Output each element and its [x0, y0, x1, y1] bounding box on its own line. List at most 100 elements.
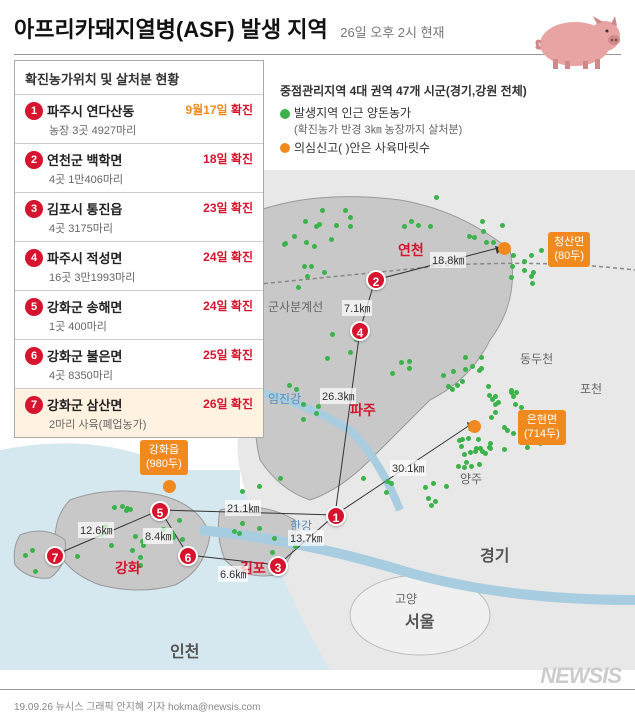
farm-dot: [416, 223, 421, 228]
row-date: 26일 확진: [203, 395, 253, 412]
label-seoul: 서울: [405, 608, 434, 632]
callout-eunhyeon: 은현면 (714두): [518, 410, 566, 445]
farm-dot: [309, 264, 314, 269]
farm-dot: [180, 537, 185, 542]
row-location: 파주시 연다산동: [47, 104, 134, 119]
row-number-badge: 3: [25, 200, 43, 218]
footer-credit: 19.09.26 뉴시스 그래픽 안지혜 기자 hokma@newsis.com: [0, 695, 635, 717]
row-location: 강화군 삼산면: [47, 398, 122, 413]
farm-dot: [474, 446, 479, 451]
row-location: 김포시 통진읍: [47, 202, 122, 217]
legend-green-label: 발생지역 인근 양돈농가: [294, 106, 411, 120]
farm-dot: [493, 410, 498, 415]
row-detail: 2마리 사육(폐업농가): [49, 416, 253, 432]
orange-dot-eunhyeon: [468, 420, 481, 433]
legend-orange-row: 의심신고( )안은 사육마릿수: [280, 139, 527, 157]
pig-illustration: [515, 4, 625, 74]
farm-dot: [529, 253, 534, 258]
panel-row: 2연천군 백학면18일 확진4곳 1만406마리: [15, 143, 263, 192]
farm-dot: [384, 490, 389, 495]
panel-row: 6강화군 불은면25일 확진4곳 8350마리: [15, 339, 263, 388]
farm-dot: [133, 534, 138, 539]
farm-dot: [348, 350, 353, 355]
map-marker-1: 1: [326, 506, 346, 526]
subtitle: 26일 오후 2시 현재: [340, 25, 444, 40]
farm-dot: [457, 438, 462, 443]
farm-dot: [476, 437, 481, 442]
label-incheon: 인천: [170, 638, 199, 662]
row-detail: 농장 3곳 4927마리: [49, 122, 253, 138]
label-pochon: 포천: [580, 380, 602, 397]
legend-orange-label: 의심신고( )안은 사육마릿수: [294, 141, 430, 155]
km-8: 8.4㎞: [143, 528, 173, 544]
farm-dot: [479, 366, 484, 371]
row-location: 강화군 송해면: [47, 300, 122, 315]
farm-dot: [431, 481, 436, 486]
farm-dot: [30, 548, 35, 553]
farm-dot: [489, 415, 494, 420]
farm-dot: [522, 259, 527, 264]
callout-cheongsan: 청산면 (80두): [548, 232, 590, 267]
label-ganghwa: 강화: [115, 558, 141, 578]
farm-dot: [237, 531, 242, 536]
farm-dot: [177, 518, 182, 523]
farm-dot: [272, 536, 277, 541]
legend: 중점관리지역 4대 권역 47개 시군(경기,강원 전체) 발생지역 인근 양돈…: [280, 82, 527, 157]
farm-dot: [487, 393, 492, 398]
km-6: 21.1㎞: [225, 500, 261, 516]
watermark: NEWSIS: [540, 663, 621, 689]
green-dot-icon: [280, 109, 290, 119]
legend-green-sub: (확진농가 반경 3㎞ 농장까지 살처분): [294, 122, 527, 139]
farm-dot: [529, 274, 534, 279]
row-location: 파주시 적성면: [47, 251, 122, 266]
panel-row: 7 강화군 삼산면 26일 확진 2마리 사육(폐업농가): [15, 388, 263, 437]
map-marker-5: 5: [150, 501, 170, 521]
farm-dot: [361, 476, 366, 481]
farm-dot: [303, 219, 308, 224]
farm-dot: [33, 569, 38, 574]
farm-dot: [409, 219, 414, 224]
callout-ganghwa: 강화읍 (980두): [140, 440, 188, 475]
label-goyang: 고양: [395, 590, 417, 607]
row-date: 24일 확진: [203, 248, 253, 265]
farm-dot: [270, 550, 275, 555]
label-dongducheon: 동두천: [520, 350, 553, 367]
panel-row: 4파주시 적성면24일 확진16곳 3만1993마리: [15, 241, 263, 290]
farm-dot: [399, 360, 404, 365]
legend-green-row: 발생지역 인근 양돈농가: [280, 104, 527, 122]
map-marker-6: 6: [178, 546, 198, 566]
map-marker-2: 2: [366, 270, 386, 290]
farm-dot: [469, 464, 474, 469]
row-detail: 1곳 400마리: [49, 318, 253, 334]
row-location: 강화군 불은면: [47, 349, 122, 364]
farm-dot: [305, 274, 310, 279]
cases-panel: 확진농가위치 및 살처분 현황 1파주시 연다산동9월17일 확진농장 3곳 4…: [14, 60, 264, 438]
farm-dot: [463, 367, 468, 372]
orange-dot-ganghwa: [163, 480, 176, 493]
farm-dot: [385, 479, 390, 484]
panel-row: 3김포시 통진읍23일 확진4곳 3175마리: [15, 192, 263, 241]
km-4: 30.1㎞: [390, 460, 426, 476]
map-marker-7: 7: [45, 546, 65, 566]
km-7: 6.6㎞: [218, 566, 248, 582]
callout-cheongsan-name: 청산면: [554, 236, 584, 248]
farm-dot: [464, 460, 469, 465]
farm-dot: [329, 237, 334, 242]
farm-dot: [522, 268, 527, 273]
km-9: 12.6㎞: [78, 522, 114, 538]
row-number-badge: 7: [25, 396, 43, 414]
label-military: 군사분계선: [268, 298, 323, 315]
callout-ganghwa-name: 강화읍: [149, 444, 179, 456]
farm-dot: [407, 366, 412, 371]
label-gyeonggi: 경기: [480, 542, 509, 566]
farm-dot: [496, 400, 501, 405]
farm-dot: [292, 234, 297, 239]
map-marker-3: 3: [268, 556, 288, 576]
label-yangju: 양주: [460, 470, 482, 487]
panel-title: 확진농가위치 및 살처분 현황: [15, 61, 263, 94]
row-date: 23일 확진: [203, 199, 253, 216]
km-3: 26.3㎞: [320, 388, 356, 404]
row-number-badge: 4: [25, 249, 43, 267]
row-date: 25일 확진: [203, 346, 253, 363]
farm-dot: [502, 425, 507, 430]
